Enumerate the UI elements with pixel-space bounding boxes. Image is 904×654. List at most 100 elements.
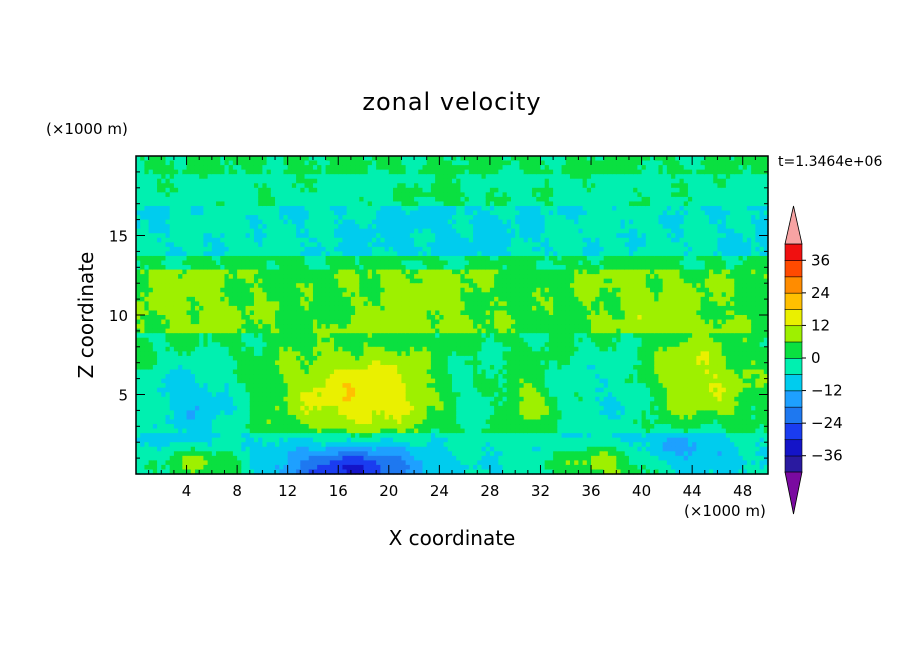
field-cell [325, 251, 331, 257]
field-cell [237, 174, 242, 180]
field-cell [283, 319, 289, 325]
field-cell [157, 205, 162, 212]
field-cell [397, 315, 403, 321]
field-cell [430, 160, 436, 166]
field-cell [157, 342, 162, 348]
field-cell [363, 305, 369, 312]
field-cell [207, 228, 213, 234]
field-cell [430, 324, 436, 330]
field-cell [397, 219, 403, 225]
field-cell [228, 469, 234, 475]
field-cell [401, 328, 407, 334]
field-cell [270, 283, 276, 289]
field-cell [245, 369, 251, 375]
field-cell [173, 319, 179, 325]
field-cell [435, 242, 440, 248]
field-cell [211, 301, 217, 307]
field-cell [342, 410, 348, 416]
field-cell [291, 374, 297, 380]
field-cell [207, 215, 213, 221]
field-cell [207, 278, 213, 284]
field-cell [275, 296, 280, 302]
field-cell [207, 274, 213, 280]
field-cell [178, 260, 183, 266]
field-cell [397, 160, 403, 166]
field-cell [157, 446, 162, 452]
field-cell [148, 419, 154, 425]
field-cell [194, 469, 200, 475]
field-cell [249, 169, 255, 175]
field-cell [321, 296, 327, 302]
field-cell [321, 169, 327, 175]
field-cell [207, 305, 213, 312]
field-cell [182, 233, 188, 239]
field-cell [136, 319, 141, 325]
field-cell [312, 265, 318, 271]
field-cell [220, 219, 226, 225]
field-cell [211, 219, 217, 225]
field-cell [136, 410, 141, 416]
field-cell [334, 292, 339, 298]
field-cell [422, 337, 428, 343]
field-cell [367, 283, 373, 289]
field-cell [152, 210, 158, 216]
field-cell [178, 442, 183, 448]
field-cell [346, 351, 352, 357]
field-cell [363, 156, 369, 162]
field-cell [325, 210, 331, 216]
field-cell [321, 428, 327, 434]
field-cell [279, 255, 285, 262]
field-cell [426, 287, 432, 293]
field-cell [397, 442, 403, 448]
field-cell [287, 292, 293, 298]
field-cell [224, 392, 230, 398]
field-cell [384, 192, 390, 198]
field-cell [291, 419, 297, 425]
field-cell [401, 251, 407, 257]
field-cell [182, 160, 188, 166]
field-cell [371, 260, 377, 266]
field-cell [258, 419, 263, 425]
field-cell [397, 201, 403, 207]
field-cell [287, 346, 293, 352]
field-cell [376, 428, 381, 434]
field-cell [237, 419, 242, 425]
field-cell [186, 296, 192, 302]
field-cell [334, 414, 339, 421]
field-cell [266, 455, 272, 461]
field-cell [430, 464, 436, 471]
field-cell [199, 251, 205, 257]
field-cell [216, 196, 221, 203]
field-cell [148, 292, 154, 298]
field-cell [414, 310, 419, 316]
field-cell [426, 405, 432, 411]
field-cell [203, 324, 209, 330]
field-cell [393, 274, 398, 280]
field-cell [418, 301, 424, 307]
field-cell [165, 419, 171, 425]
field-cell [224, 455, 230, 461]
field-cell [355, 414, 360, 421]
field-cell [329, 360, 335, 366]
field-cell [397, 301, 403, 307]
field-cell [317, 355, 322, 362]
field-cell [249, 451, 255, 457]
field-cell [266, 237, 272, 243]
field-cell [224, 237, 230, 243]
field-cell [220, 174, 226, 180]
field-cell [430, 455, 436, 461]
field-cell [245, 360, 251, 366]
field-cell [388, 351, 394, 357]
field-cell [157, 305, 162, 312]
field-cell [308, 192, 314, 198]
field-cell [422, 183, 428, 189]
field-cell [207, 460, 213, 466]
field-cell [186, 187, 192, 193]
field-cell [283, 355, 289, 362]
field-cell [355, 396, 360, 402]
field-cell [211, 364, 217, 371]
field-cell [296, 156, 301, 162]
field-cell [329, 442, 335, 448]
field-cell [190, 428, 196, 434]
field-cell [253, 192, 259, 198]
